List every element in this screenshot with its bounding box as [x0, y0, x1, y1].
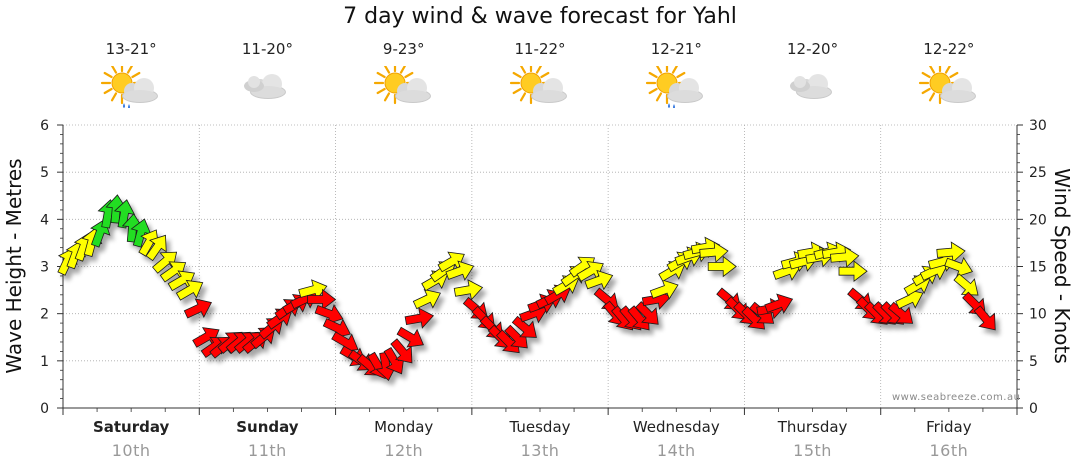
wind-arrow — [888, 301, 914, 324]
y-right-tick-label: 30 — [1029, 118, 1047, 134]
sun-cloud-rain-icon — [101, 66, 159, 108]
y-right-tick-label: 5 — [1029, 354, 1038, 370]
y-right-tick-label: 25 — [1029, 165, 1047, 181]
wind-arrow — [412, 289, 441, 310]
wind-arrow — [830, 246, 860, 268]
chart-title: 7 day wind & wave forecast for Yahl — [343, 4, 737, 29]
y-right-tick-label: 15 — [1029, 260, 1047, 276]
y-left-tick-label: 5 — [40, 165, 49, 181]
wind-arrow — [764, 293, 794, 314]
cloud-icon — [244, 74, 287, 99]
temp-range: 12-22° — [923, 40, 975, 58]
wind-arrow — [307, 288, 337, 311]
wind-arrow — [183, 298, 212, 319]
wind-arrow — [145, 234, 167, 262]
sun-cloud-rain-icon — [646, 66, 704, 108]
sun-cloud-icon — [918, 66, 976, 105]
y-left-tick-label: 6 — [40, 118, 49, 134]
day-date: 10th — [111, 441, 151, 460]
wind-arrow — [175, 279, 204, 301]
grid-lines — [63, 124, 1017, 408]
axes: 0 1 2 3 4 5 6 0 5 10 15 20 25 30 — [40, 118, 1047, 417]
y-right-tick-label: 10 — [1029, 307, 1047, 323]
y-right-tick-label: 0 — [1029, 401, 1038, 417]
wind-arrow — [707, 255, 737, 278]
day-date: 13th — [520, 441, 560, 460]
weather-cell: 9-23° — [354, 40, 454, 108]
day-date: 14th — [656, 441, 696, 460]
wind-arrows — [57, 194, 996, 382]
day-date: 11th — [248, 441, 287, 460]
y-left-tick-label: 3 — [40, 260, 49, 276]
y-right-tick-label: 20 — [1029, 212, 1047, 228]
weather-cell: 11-20° — [217, 40, 317, 108]
temp-range: 12-21° — [650, 40, 702, 58]
temp-range: 11-20° — [241, 40, 293, 58]
y-left-tick-label: 4 — [40, 212, 49, 228]
y-axis-right-label: Wind Speed - Knots — [1050, 168, 1074, 364]
day-date: 12th — [384, 441, 424, 460]
wind-arrow — [453, 279, 484, 301]
temp-range: 13-21° — [105, 40, 157, 58]
day-name: Sunday — [236, 418, 299, 436]
weather-cell: 12-20° — [763, 40, 863, 108]
y-left-tick-label: 0 — [40, 401, 49, 417]
wind-arrow — [130, 218, 152, 248]
weather-cell: 13-21° — [81, 40, 181, 108]
temp-range: 9-23° — [382, 40, 425, 58]
wind-arrow — [167, 270, 196, 292]
wind-arrow — [390, 338, 413, 364]
wind-arrow — [584, 269, 614, 291]
weather-cell: 12-21° — [626, 40, 726, 108]
y-left-tick-label: 1 — [40, 354, 49, 370]
wind-arrow — [159, 261, 187, 283]
wind-arrow — [635, 301, 659, 325]
day-name: Saturday — [92, 418, 170, 436]
day-name: Friday — [926, 418, 972, 436]
wind-arrow — [838, 260, 868, 283]
day-name: Wednesday — [632, 418, 720, 436]
day-date: 15th — [793, 441, 832, 460]
wind-arrow — [298, 279, 328, 301]
sun-cloud-icon — [509, 66, 567, 105]
wind-arrow — [973, 305, 996, 331]
y-axis-left-label: Wave Height - Metres — [2, 158, 26, 374]
day-name: Thursday — [777, 418, 848, 436]
weather-cell: 12-22° — [899, 40, 999, 108]
temp-range: 11-22° — [514, 40, 566, 58]
cloud-icon — [789, 74, 832, 99]
wind-arrow — [152, 251, 178, 274]
wind-arrow — [944, 256, 974, 278]
wind-arrow — [511, 315, 537, 338]
day-date: 16th — [929, 441, 969, 460]
wind-arrow — [649, 279, 679, 300]
watermark: www.seabreeze.com.au — [892, 392, 1021, 403]
wind-arrow — [404, 307, 435, 329]
day-name: Monday — [374, 418, 434, 436]
wind-arrow — [699, 241, 729, 263]
day-name: Tuesday — [509, 418, 571, 436]
wind-arrow — [314, 304, 344, 325]
wind-arrow — [396, 326, 424, 348]
temp-range: 12-20° — [787, 40, 839, 58]
y-left-tick-label: 2 — [40, 307, 49, 323]
wind-arrow — [445, 260, 475, 281]
sun-cloud-icon — [373, 66, 431, 105]
wind-arrow — [936, 241, 966, 263]
weather-cell: 11-22° — [490, 40, 590, 108]
